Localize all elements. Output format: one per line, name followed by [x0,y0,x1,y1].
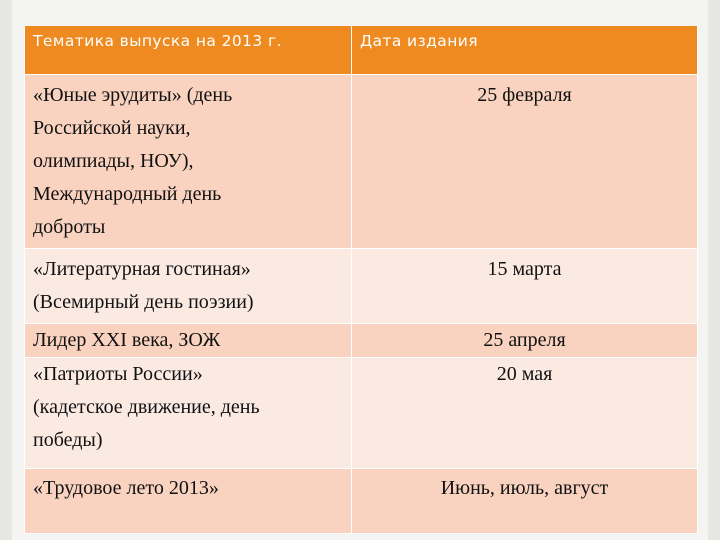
topic-line: Международный день [33,183,222,205]
left-decor-strip [0,0,12,540]
date-cell: 25 февраля [351,74,698,249]
topic-line: «Трудовое лето 2013» [33,477,219,499]
topic-line: «Юные эрудиты» (день [33,84,233,106]
topic-cell: «Трудовое лето 2013» [24,468,352,534]
table-row: «Литературная гостиная» (Всемирный день … [24,248,698,324]
topic-line: (Всемирный день поэзии) [33,291,254,313]
date-cell: Июнь, июль, август [351,468,698,534]
topic-cell: Лидер XXI века, ЗОЖ [24,323,352,358]
date-cell: 15 марта [351,248,698,324]
topic-line: (кадетское движение, день [33,396,260,418]
topic-line: Российской науки, [33,117,191,139]
publication-schedule-table: Тематика выпуска на 2013 г. Дата издания… [24,26,698,534]
topic-line: «Литературная гостиная» [33,258,251,280]
table-row: «Трудовое лето 2013» Июнь, июль, август [24,468,698,534]
topic-line: доброты [33,216,106,238]
table-row: «Патриоты России» (кадетское движение, д… [24,357,698,469]
topic-cell: «Юные эрудиты» (день Российской науки, о… [24,74,352,249]
table-header-row: Тематика выпуска на 2013 г. Дата издания [24,26,698,75]
topic-line: «Патриоты России» [33,363,203,385]
topic-line: Лидер XXI века, ЗОЖ [33,329,221,351]
topic-line: победы) [33,429,103,451]
table-row: «Юные эрудиты» (день Российской науки, о… [24,74,698,249]
table-row: Лидер XXI века, ЗОЖ 25 апреля [24,323,698,358]
date-cell: 25 апреля [351,323,698,358]
topic-line: олимпиады, НОУ), [33,150,194,172]
topic-cell: «Патриоты России» (кадетское движение, д… [24,357,352,469]
header-date: Дата издания [351,26,698,75]
right-decor-strip [708,0,720,540]
topic-cell: «Литературная гостиная» (Всемирный день … [24,248,352,324]
header-topic: Тематика выпуска на 2013 г. [24,26,352,75]
date-cell: 20 мая [351,357,698,469]
